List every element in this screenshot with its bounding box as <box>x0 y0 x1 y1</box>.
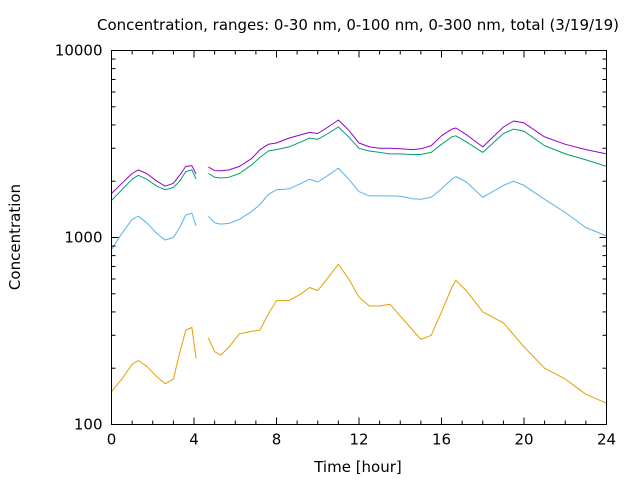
series-layer <box>111 119 607 404</box>
x-tick-label: 20 <box>514 431 533 449</box>
series-4-line-segment-1 <box>111 165 197 194</box>
x-tick-label: 8 <box>272 431 282 449</box>
x-tick-label: 0 <box>107 431 117 449</box>
series-4-line-segment-2 <box>208 119 607 172</box>
y-tick-label: 10000 <box>55 42 103 60</box>
x-tick-label: 16 <box>432 431 451 449</box>
plot-frame <box>111 50 607 425</box>
series-3-line-segment-2 <box>208 126 607 179</box>
y-tick-label: 100 <box>74 416 103 434</box>
x-axis-label: Time [hour] <box>313 458 402 476</box>
x-tick-label: 12 <box>349 431 368 449</box>
series-3-line-segment-1 <box>111 169 197 201</box>
series-2-line-segment-2 <box>208 167 607 237</box>
series-1-line-segment-2 <box>207 263 607 404</box>
x-tick-label: 4 <box>189 431 199 449</box>
chart-title: Concentration, ranges: 0-30 nm, 0-100 nm… <box>97 16 619 34</box>
x-tick-label: 24 <box>597 431 616 449</box>
series-1-line-segment-1 <box>111 327 197 392</box>
y-tick-label: 1000 <box>64 229 102 247</box>
y-axis-label: Concentration <box>6 184 24 290</box>
series-2-line-segment-1 <box>111 212 197 250</box>
